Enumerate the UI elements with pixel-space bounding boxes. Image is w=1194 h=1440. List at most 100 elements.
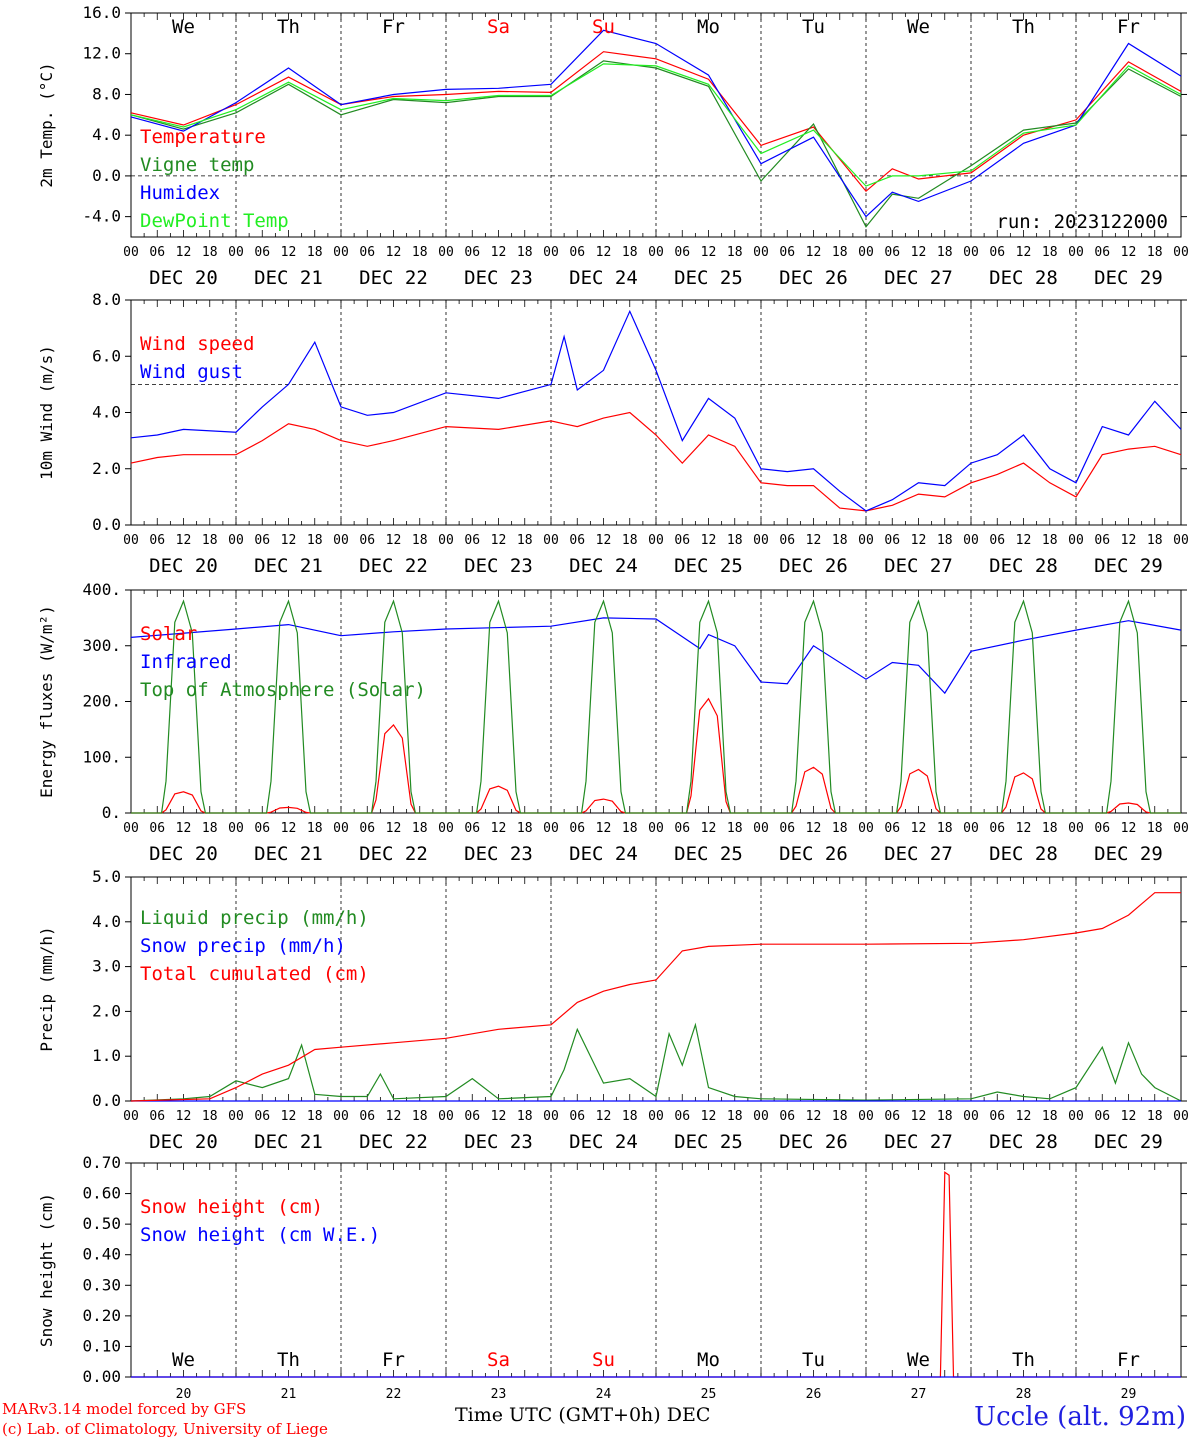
y-tick-label: -4.0 <box>82 207 121 226</box>
hour-tick-label: 06 <box>569 1109 585 1124</box>
legend-entry: Wind speed <box>140 333 254 355</box>
y-axis-label: Snow height (cm) <box>37 1193 56 1347</box>
hour-tick-label: 12 <box>1121 245 1137 260</box>
weekday-label: Th <box>1012 16 1035 38</box>
legend-entry: DewPoint Temp <box>140 210 289 232</box>
y-axis-label: 2m Temp. (°C) <box>37 62 56 187</box>
date-label: DEC 27 <box>884 555 953 577</box>
hour-tick-label: 00 <box>753 245 769 260</box>
hour-tick-label: 12 <box>281 821 297 836</box>
hour-tick-label: 00 <box>438 1109 454 1124</box>
date-label: DEC 24 <box>569 267 638 289</box>
date-label: DEC 27 <box>884 843 953 865</box>
hour-tick-label: 00 <box>228 533 244 548</box>
hour-tick-label: 12 <box>911 821 927 836</box>
hour-tick-label: 18 <box>832 821 848 836</box>
hour-tick-label: 18 <box>1147 821 1163 836</box>
y-tick-label: 0.20 <box>82 1306 121 1325</box>
legend-entry: Snow height (cm) <box>140 1196 323 1218</box>
hour-tick-label: 00 <box>333 245 349 260</box>
hour-tick-label: 00 <box>753 821 769 836</box>
station-label: Uccle (alt. 92m) <box>974 1402 1186 1432</box>
weekday-label: We <box>172 1349 195 1371</box>
date-label: DEC 20 <box>149 267 218 289</box>
date-label: DEC 20 <box>149 555 218 577</box>
date-label: DEC 23 <box>464 555 533 577</box>
y-tick-label: 2.0 <box>92 459 121 478</box>
hour-tick-label: 12 <box>491 821 507 836</box>
hour-tick-label: 12 <box>1121 533 1137 548</box>
month-label: DEC <box>666 1404 711 1426</box>
hour-tick-label: 00 <box>1173 1109 1189 1124</box>
hour-tick-label: 00 <box>1068 821 1084 836</box>
hour-tick-label: 12 <box>176 245 192 260</box>
hour-tick-label: 06 <box>989 1109 1005 1124</box>
date-label: DEC 25 <box>674 1131 743 1153</box>
hour-tick-label: 00 <box>438 821 454 836</box>
hour-tick-label: 18 <box>1042 533 1058 548</box>
hour-tick-label: 12 <box>1016 245 1032 260</box>
hour-tick-label: 06 <box>1094 533 1110 548</box>
date-label: DEC 29 <box>1094 267 1163 289</box>
date-label: DEC 23 <box>464 267 533 289</box>
hour-tick-label: 06 <box>464 533 480 548</box>
hour-tick-label: 18 <box>202 245 218 260</box>
legend-entry: Wind gust <box>140 361 243 383</box>
hour-tick-label: 12 <box>596 1109 612 1124</box>
date-label: DEC 26 <box>779 1131 848 1153</box>
day-number-label: 23 <box>491 1387 507 1400</box>
y-axis-label: 10m Wind (m/s) <box>37 345 56 480</box>
hour-tick-label: 12 <box>701 1109 717 1124</box>
date-label: DEC 23 <box>464 843 533 865</box>
legend-entry: Total cumulated (cm) <box>140 963 369 985</box>
date-label: DEC 28 <box>989 267 1058 289</box>
date-label: DEC 22 <box>359 267 428 289</box>
y-tick-label: 0.60 <box>82 1184 121 1203</box>
hour-tick-label: 18 <box>1147 245 1163 260</box>
weekday-label: Mo <box>697 16 720 38</box>
day-number-label: 27 <box>911 1387 927 1400</box>
hour-tick-label: 06 <box>779 1109 795 1124</box>
legend-entry: Solar <box>140 623 197 645</box>
y-tick-label: 0.0 <box>92 1091 121 1110</box>
date-label: DEC 26 <box>779 843 848 865</box>
hour-tick-label: 18 <box>307 245 323 260</box>
hour-tick-label: 12 <box>281 245 297 260</box>
weekday-label: Su <box>592 16 615 38</box>
hour-tick-label: 18 <box>727 245 743 260</box>
hour-tick-label: 12 <box>806 821 822 836</box>
hour-tick-label: 18 <box>1147 1109 1163 1124</box>
date-label: DEC 28 <box>989 555 1058 577</box>
day-number-label: 24 <box>596 1387 612 1400</box>
hour-tick-label: 12 <box>491 1109 507 1124</box>
hour-tick-label: 06 <box>569 245 585 260</box>
date-label: DEC 25 <box>674 555 743 577</box>
hour-tick-label: 12 <box>1121 821 1137 836</box>
hour-tick-label: 00 <box>858 245 874 260</box>
date-label: DEC 22 <box>359 843 428 865</box>
date-label: DEC 29 <box>1094 555 1163 577</box>
panel-4: 5.0 4.0 3.0 2.0 1.0 0.0 Precip (mm/h) Liquid pr… <box>37 867 1189 1153</box>
model-credit: MARv3.14 model forced by GFS <box>2 1400 247 1418</box>
date-label: DEC 24 <box>569 843 638 865</box>
hour-tick-label: 12 <box>1016 821 1032 836</box>
hour-tick-label: 18 <box>1042 1109 1058 1124</box>
hour-tick-label: 18 <box>622 821 638 836</box>
panel-5: 0.70 0.60 0.50 0.40 0.30 0.20 0.10 0.00 Snow hei… <box>37 1153 1187 1400</box>
date-label: DEC 22 <box>359 555 428 577</box>
hour-tick-label: 06 <box>359 1109 375 1124</box>
hour-tick-label: 18 <box>832 245 848 260</box>
y-tick-label: 5.0 <box>92 867 121 886</box>
hour-tick-label: 06 <box>674 533 690 548</box>
hour-tick-label: 18 <box>202 821 218 836</box>
date-label: DEC 20 <box>149 1131 218 1153</box>
time-axis-text: Time UTC (GMT+0h) <box>455 1404 661 1426</box>
date-label: DEC 22 <box>359 1131 428 1153</box>
hour-tick-label: 12 <box>596 821 612 836</box>
hour-tick-label: 06 <box>779 533 795 548</box>
series-line <box>130 29 1182 218</box>
hour-tick-label: 00 <box>123 821 139 836</box>
legend-entry: Humidex <box>140 182 220 204</box>
date-label: DEC 27 <box>884 1131 953 1153</box>
hour-tick-label: 12 <box>596 245 612 260</box>
